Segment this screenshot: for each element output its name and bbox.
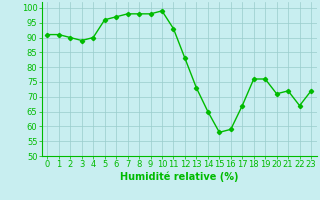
X-axis label: Humidité relative (%): Humidité relative (%) <box>120 172 238 182</box>
